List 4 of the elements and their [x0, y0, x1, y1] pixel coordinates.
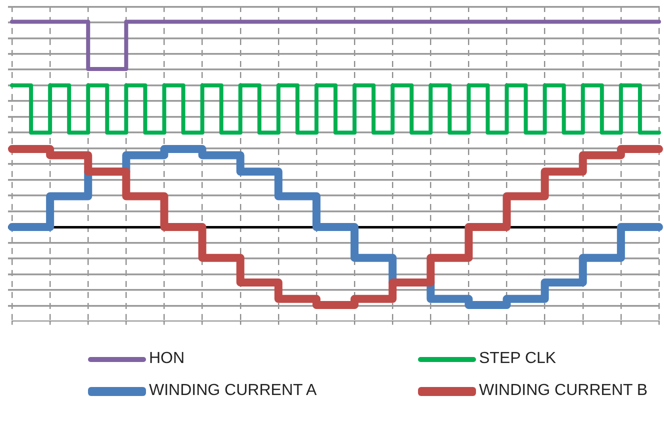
legend-label: WINDING CURRENT A	[149, 382, 317, 400]
legend-label: HON	[149, 350, 185, 368]
legend-label: WINDING CURRENT B	[479, 382, 648, 400]
legend-label: STEP CLK	[479, 350, 556, 368]
